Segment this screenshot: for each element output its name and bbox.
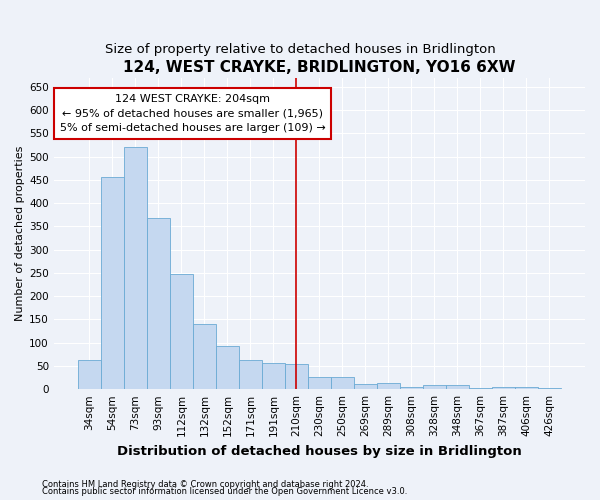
Bar — [400, 387, 423, 389]
Text: Contains HM Land Registry data © Crown copyright and database right 2024.: Contains HM Land Registry data © Crown c… — [42, 480, 368, 489]
Bar — [354, 384, 377, 389]
Bar — [285, 364, 308, 389]
Bar — [170, 274, 193, 389]
Bar — [492, 388, 515, 389]
Bar — [469, 388, 492, 389]
Bar — [101, 176, 124, 389]
Bar — [124, 148, 147, 389]
Bar — [216, 346, 239, 389]
Bar — [78, 360, 101, 389]
Text: Size of property relative to detached houses in Bridlington: Size of property relative to detached ho… — [104, 42, 496, 56]
Text: 124 WEST CRAYKE: 204sqm
← 95% of detached houses are smaller (1,965)
5% of semi-: 124 WEST CRAYKE: 204sqm ← 95% of detache… — [60, 94, 326, 134]
X-axis label: Distribution of detached houses by size in Bridlington: Distribution of detached houses by size … — [117, 444, 522, 458]
Bar — [262, 362, 285, 389]
Bar — [377, 383, 400, 389]
Bar — [239, 360, 262, 389]
Bar — [308, 377, 331, 389]
Bar — [515, 388, 538, 389]
Text: Contains public sector information licensed under the Open Government Licence v3: Contains public sector information licen… — [42, 487, 407, 496]
Bar — [446, 385, 469, 389]
Bar — [147, 218, 170, 389]
Bar — [331, 376, 354, 389]
Title: 124, WEST CRAYKE, BRIDLINGTON, YO16 6XW: 124, WEST CRAYKE, BRIDLINGTON, YO16 6XW — [123, 60, 515, 75]
Y-axis label: Number of detached properties: Number of detached properties — [15, 146, 25, 321]
Bar — [193, 324, 216, 389]
Bar — [538, 388, 561, 389]
Bar — [423, 385, 446, 389]
